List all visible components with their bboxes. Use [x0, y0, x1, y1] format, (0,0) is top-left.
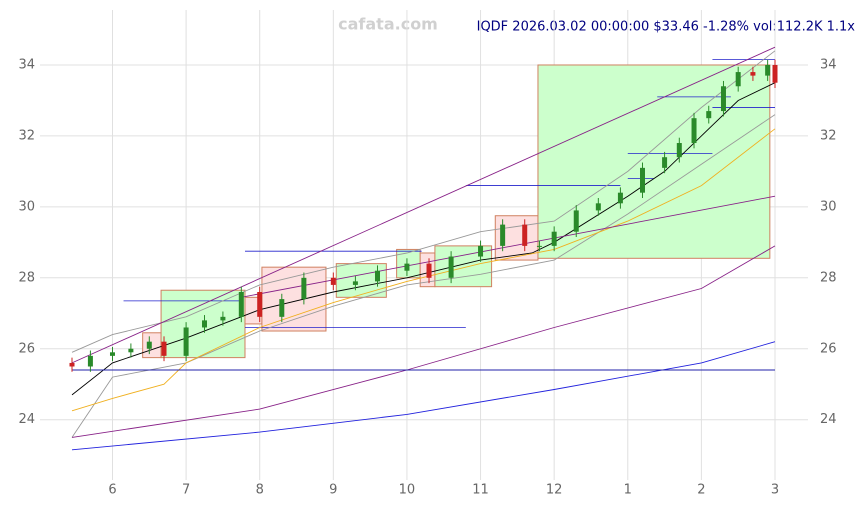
- y-tick-label: 24: [18, 412, 35, 427]
- zone-box: [396, 248, 421, 279]
- candle-body: [765, 64, 771, 76]
- y-tick-label: 30: [18, 199, 35, 214]
- x-tick-label: 2: [697, 483, 705, 498]
- y-tick-label: 26: [18, 341, 35, 356]
- candle-body: [676, 143, 682, 158]
- candle-body: [720, 86, 726, 112]
- x-tick-label: 10: [399, 483, 416, 498]
- x-tick-label: 6: [108, 483, 116, 498]
- x-tick-label: 11: [472, 483, 489, 498]
- candle-body: [573, 210, 579, 232]
- candle-body: [522, 224, 528, 246]
- candle-body: [69, 362, 75, 367]
- candle-body: [183, 327, 189, 356]
- indicator-line: [71, 245, 776, 438]
- x-tick-label: 3: [771, 483, 779, 498]
- y-tick-label-right: 32: [820, 128, 837, 143]
- candle-body: [301, 277, 307, 300]
- chart-title: IQDF 2026.03.02 00:00:00 $33.46 -1.28% v…: [477, 20, 856, 35]
- y-tick-label-right: 34: [820, 57, 837, 72]
- candle-body: [109, 352, 115, 356]
- y-tick-label-right: 28: [820, 270, 837, 285]
- indicator-line: [241, 195, 776, 298]
- candle-body: [87, 355, 93, 367]
- candle-body: [735, 72, 741, 87]
- candle-body: [426, 263, 432, 278]
- candle-body: [662, 157, 668, 168]
- y-tick-label-right: 26: [820, 341, 837, 356]
- candle-body: [374, 270, 380, 282]
- candle-body: [279, 299, 285, 317]
- x-tick-label: 12: [546, 483, 563, 498]
- candle-body: [536, 245, 542, 247]
- candle-body: [128, 348, 134, 353]
- candle-body: [639, 167, 645, 193]
- candle-body: [202, 320, 208, 328]
- candle-body: [500, 224, 506, 246]
- x-tick-label: 8: [256, 483, 264, 498]
- candle-body: [257, 292, 263, 317]
- candle-body: [478, 245, 484, 257]
- candle-body: [161, 341, 167, 356]
- indicator-line: [71, 341, 776, 451]
- x-tick-label: 7: [182, 483, 190, 498]
- zone-box: [434, 245, 493, 288]
- zone-box: [142, 332, 162, 359]
- candle-body: [772, 64, 778, 83]
- x-tick-label: 1: [624, 483, 632, 498]
- candle-body: [352, 281, 358, 285]
- candle-body: [595, 203, 601, 211]
- candle-body: [404, 263, 410, 271]
- x-tick-label: 9: [329, 483, 337, 498]
- zone-box: [537, 64, 771, 259]
- zone-box: [261, 266, 327, 332]
- candle-body: [330, 277, 336, 285]
- candle-body: [617, 192, 623, 204]
- candle-body: [750, 72, 756, 76]
- y-tick-label-right: 24: [820, 412, 837, 427]
- indicator-line: [71, 46, 776, 364]
- watermark: cafata.com: [338, 15, 438, 34]
- y-tick-label: 28: [18, 270, 35, 285]
- indicator-line: [71, 128, 776, 412]
- candle-body: [706, 111, 712, 119]
- candle-body: [238, 292, 244, 317]
- y-tick-label-right: 30: [820, 199, 837, 214]
- candle-body: [551, 231, 557, 246]
- candle-body: [691, 118, 697, 144]
- y-tick-label: 34: [18, 57, 35, 72]
- y-tick-label: 32: [18, 128, 35, 143]
- candle-body: [448, 256, 454, 278]
- indicator-line: [71, 114, 776, 438]
- candle-body: [146, 341, 152, 349]
- candle-body: [220, 316, 226, 321]
